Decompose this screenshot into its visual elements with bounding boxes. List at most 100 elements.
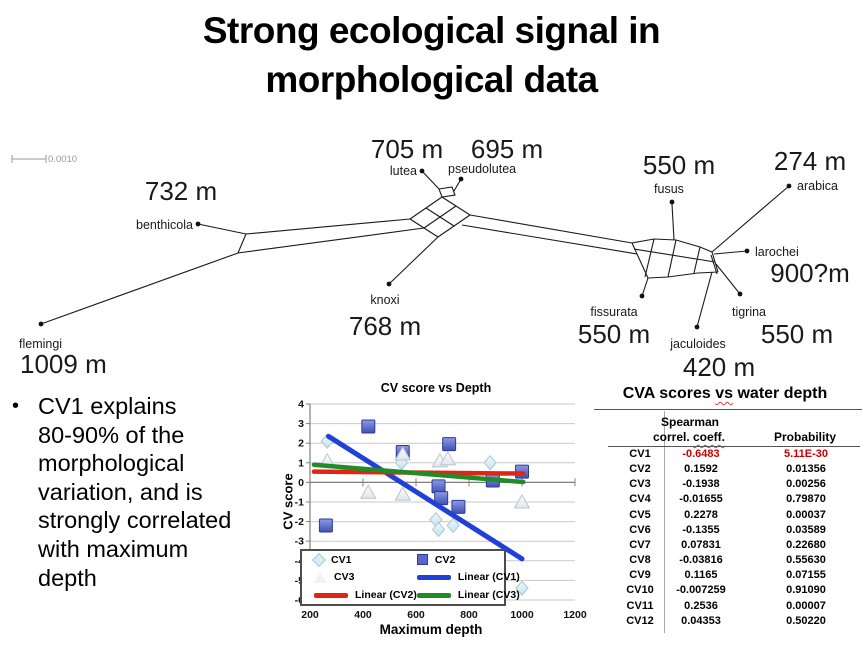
y-tick-label: -5 — [295, 575, 304, 587]
table-cell-spearman: -0.007259 — [676, 584, 726, 597]
legend-label: Linear (CV1) — [457, 571, 520, 584]
depth-label: 732 m — [145, 176, 217, 206]
depth-label: 550 m — [761, 319, 833, 349]
node-tigrina — [737, 291, 743, 297]
y-tick-label: 2 — [298, 438, 304, 450]
table-header-coeff: coeff. — [693, 430, 726, 444]
scatter-point-cv1 — [515, 580, 529, 597]
y-tick-label: -4 — [295, 555, 304, 567]
table-cell-label: CV9 — [629, 569, 651, 582]
bullet-line: depth — [38, 564, 97, 591]
y-tick-label: -3 — [295, 536, 304, 548]
table-cell-label: CV3 — [629, 478, 651, 491]
taxon-label: knoxi — [370, 293, 399, 307]
scatter-point-cv2 — [318, 518, 333, 533]
table-row: CV9 0.1165 0.07155 — [592, 569, 863, 584]
legend-marker-line — [416, 592, 451, 598]
bullet-block: • CV1 explains 80-90% of the morphological… — [12, 392, 284, 592]
legend-label: Linear (CV3) — [457, 589, 520, 602]
depth-label: 695 m — [471, 134, 543, 164]
taxon-label: pseudolutea — [448, 162, 516, 176]
node-fusus — [669, 199, 675, 205]
table-cell-label: CV8 — [629, 554, 651, 567]
legend-marker-square — [416, 554, 428, 566]
taxon-label: benthicola — [136, 218, 193, 232]
scatter-point-cv3 — [359, 484, 377, 499]
table-cell-probability: 0.22680 — [786, 538, 826, 551]
node-jaculoides — [694, 324, 700, 330]
scatter-point-cv2 — [431, 479, 446, 494]
scatter-point-cv1 — [431, 521, 446, 538]
scatter-point-cv2 — [434, 491, 449, 506]
legend-label: CV2 — [434, 553, 456, 566]
taxon-label: arabica — [797, 179, 838, 193]
table-cell-label: CV2 — [629, 463, 651, 476]
legend-marker-line — [314, 592, 348, 598]
table-title-suffix: water depth — [733, 385, 828, 402]
bullet-line: strongly correlated — [38, 507, 232, 534]
table-title-rule — [594, 409, 862, 410]
x-tick-label: 400 — [354, 609, 372, 621]
table-cell-spearman: 0.1592 — [684, 463, 718, 476]
chart-title: CV score vs Depth — [380, 381, 492, 395]
table-cell-probability: 0.00256 — [786, 478, 826, 491]
table-cell-spearman: 0.04353 — [681, 614, 721, 627]
table-title-wavy: vs — [715, 385, 734, 402]
depth-label: 274 m — [774, 146, 846, 176]
slide-title-line2: morphological data — [265, 59, 598, 100]
trend-line — [311, 462, 526, 485]
cva-table: CVA scores vs water depth Spearman corre… — [592, 385, 863, 643]
scatter-point-cv3 — [394, 445, 412, 461]
table-row: CV8 -0.03816 0.55630 — [592, 554, 863, 569]
table-row: CV1 -0.6483 5.11E-30 — [592, 448, 863, 463]
table-cell-label: CV4 — [629, 493, 651, 506]
table-header-probability: Probability — [773, 430, 837, 444]
taxon-label: fusus — [654, 182, 684, 196]
legend-item: CV2 — [416, 552, 520, 568]
bullet-line: morphological — [38, 450, 185, 477]
y-tick-label: 3 — [298, 418, 304, 430]
node-benthicola — [195, 221, 201, 227]
network-labels: flemingi benthicola lutea pseudolutea kn… — [19, 162, 838, 351]
scatter-point-cv3 — [439, 450, 457, 466]
table-header-spearman-line1: Spearman — [660, 415, 720, 429]
table-title: CVA scores vs water depth — [623, 385, 828, 403]
scatter-point-cv2 — [442, 437, 457, 452]
table-column-divider — [664, 411, 665, 633]
table-cell-spearman: -0.6483 — [682, 448, 720, 460]
table-cell-label: CV12 — [626, 614, 654, 627]
table-cell-label: CV7 — [629, 538, 651, 551]
table-cell-probability: 0.00037 — [786, 508, 826, 521]
network-edges — [40, 170, 790, 328]
table-cell-spearman: -0.01655 — [679, 493, 723, 506]
taxon-label: flemingi — [19, 337, 62, 351]
node-flemingi — [38, 321, 44, 327]
scatter-point-cv3 — [513, 493, 531, 509]
bullet-line: 80-90% of the — [38, 421, 185, 448]
y-tick-label: 1 — [298, 457, 304, 469]
taxon-label: lutea — [390, 164, 417, 178]
cv-score-chart: -6 -5 -4 -3 -2 -1 0 1 2 3 4 200 400 600 800 1000 1200 CV… — [278, 379, 600, 647]
scatter-point-cv2 — [451, 499, 466, 514]
legend-marker-line — [416, 574, 451, 580]
table-row: CV4 -0.01655 0.79870 — [592, 493, 863, 508]
x-tick-label: 200 — [301, 609, 319, 621]
scatter-point-cv2 — [361, 419, 376, 434]
chart-xlabel: Maximum depth — [379, 622, 483, 637]
y-tick-label: 0 — [298, 477, 304, 489]
table-cell-spearman: 0.1165 — [684, 569, 718, 582]
table-row: CV3 -0.1938 0.00256 — [592, 478, 863, 493]
scatter-point-cv1 — [483, 455, 497, 471]
x-tick-label: 800 — [460, 609, 478, 621]
table-row: CV2 0.1592 0.01356 — [592, 463, 863, 478]
x-tick-label: 1200 — [563, 609, 587, 621]
node-knoxi — [386, 281, 392, 287]
depth-label: 550 m — [578, 319, 650, 349]
legend-label: CV3 — [334, 571, 355, 584]
depth-label: 1009 m — [20, 349, 107, 379]
table-cell-spearman: 0.07831 — [681, 538, 721, 551]
legend-label: Linear (CV2) — [355, 589, 417, 602]
table-cell-spearman: 0.2278 — [684, 508, 718, 521]
table-cell-probability: 0.07155 — [786, 569, 826, 582]
table-title-prefix: CVA scores — [622, 385, 716, 402]
